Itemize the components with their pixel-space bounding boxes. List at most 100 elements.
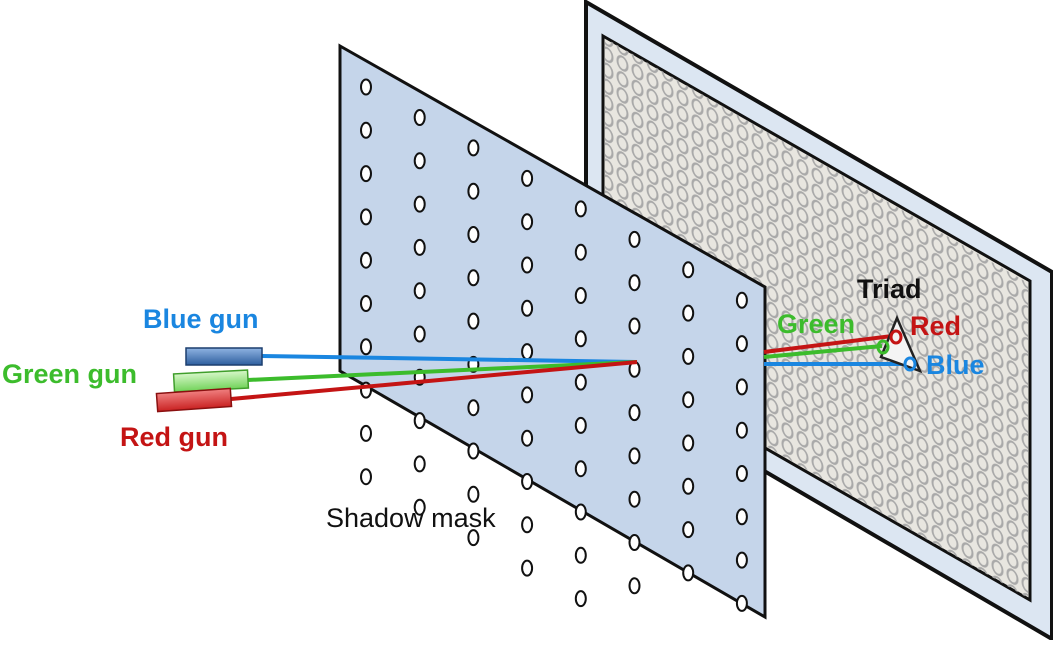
mask-hole: [521, 256, 534, 274]
beams-to-screen: [763, 334, 910, 366]
electron-guns: [155, 347, 263, 413]
mask-hole: [521, 429, 534, 447]
blue-gun-label: Blue gun: [143, 304, 259, 334]
mask-hole: [413, 195, 426, 213]
green-gun-label: Green gun: [2, 359, 137, 389]
mask-hole: [467, 269, 480, 287]
mask-hole: [682, 477, 695, 495]
mask-hole: [413, 455, 426, 473]
mask-hole: [628, 404, 641, 422]
triad-blue-dot: [903, 356, 917, 372]
mask-hole: [574, 373, 587, 391]
triad: [876, 314, 923, 374]
mask-hole: [467, 399, 480, 417]
mask-hole: [682, 564, 695, 582]
blue-beam: [261, 354, 638, 364]
mask-hole: [682, 261, 695, 279]
mask-hole: [467, 139, 480, 157]
mask-hole: [360, 78, 372, 96]
mask-hole: [413, 282, 426, 300]
mask-hole: [467, 442, 480, 460]
mask-hole: [467, 226, 480, 243]
mask-hole: [735, 508, 748, 526]
mask-hole: [467, 529, 480, 547]
labels: Blue gun Green gun Red gun Shadow mask T…: [2, 274, 985, 533]
phosphor-screen: [584, 0, 1053, 642]
mask-hole: [735, 335, 748, 353]
triad-green-dot: [876, 339, 890, 355]
mask-hole: [467, 312, 480, 330]
mask-hole: [574, 460, 587, 478]
mask-hole: [682, 391, 695, 409]
mask-hole: [413, 325, 426, 343]
mask-hole: [682, 304, 695, 322]
mask-hole: [360, 121, 372, 139]
mask-hole: [360, 251, 372, 269]
mask-hole: [735, 551, 748, 569]
mask-hole: [413, 152, 426, 170]
green-beam-exit: [763, 344, 883, 359]
mask-hole: [521, 299, 534, 317]
mask-hole: [682, 521, 695, 539]
mask-hole: [360, 165, 372, 183]
mask-hole: [628, 490, 641, 508]
mask-hole: [360, 424, 372, 442]
mask-hole: [628, 317, 641, 335]
shadow-mask: [338, 43, 767, 620]
mask-hole: [521, 343, 534, 361]
green-beam: [247, 360, 638, 382]
mask-hole: [735, 594, 748, 612]
mask-hole: [360, 295, 372, 312]
blue-label: Blue: [926, 350, 985, 380]
red-beam-exit: [763, 334, 893, 354]
mask-hole: [574, 287, 587, 304]
mask-hole: [574, 546, 587, 564]
mask-hole: [628, 534, 641, 551]
green-label: Green: [777, 309, 855, 339]
shadow-mask-plate: [338, 43, 767, 620]
mask-hole: [628, 274, 641, 292]
blue-gun-body: [185, 347, 263, 366]
red-gun-body: [155, 387, 233, 413]
shadow-mask-label: Shadow mask: [326, 503, 496, 533]
mask-hole: [574, 200, 587, 218]
mask-hole: [521, 559, 534, 577]
mask-hole: [682, 347, 695, 365]
mask-hole: [574, 590, 587, 608]
mask-hole: [360, 468, 372, 486]
mask-hole: [413, 109, 426, 126]
mask-hole: [735, 378, 748, 396]
mask-hole: [735, 291, 748, 309]
mask-hole: [628, 230, 641, 248]
mask-hole: [735, 465, 748, 482]
mask-hole: [467, 485, 480, 503]
triad-red-dot: [889, 329, 903, 345]
triad-label: Triad: [857, 274, 922, 304]
mask-hole: [360, 338, 372, 356]
red-beam: [230, 360, 638, 401]
mask-hole: [413, 412, 426, 430]
mask-hole: [413, 498, 426, 516]
mask-hole: [521, 386, 534, 404]
mask-hole: [574, 416, 587, 434]
beams-to-mask: [230, 354, 638, 401]
mask-hole: [521, 169, 534, 187]
mask-hole: [360, 208, 372, 226]
mask-hole: [574, 243, 587, 261]
mask-hole: [735, 421, 748, 439]
green-gun-body: [172, 369, 250, 393]
mask-hole: [521, 213, 534, 231]
mask-hole: [574, 503, 587, 521]
red-gun-label: Red gun: [120, 422, 228, 452]
mask-hole: [682, 434, 695, 452]
mask-hole: [574, 330, 587, 348]
mask-hole: [628, 447, 641, 465]
mask-hole: [521, 473, 534, 490]
mask-hole: [467, 182, 480, 200]
mask-holes: [360, 78, 748, 612]
mask-hole: [628, 577, 641, 595]
mask-hole: [521, 516, 534, 534]
mask-hole: [413, 238, 426, 256]
phosphor-dot-grid: [605, 38, 1028, 598]
